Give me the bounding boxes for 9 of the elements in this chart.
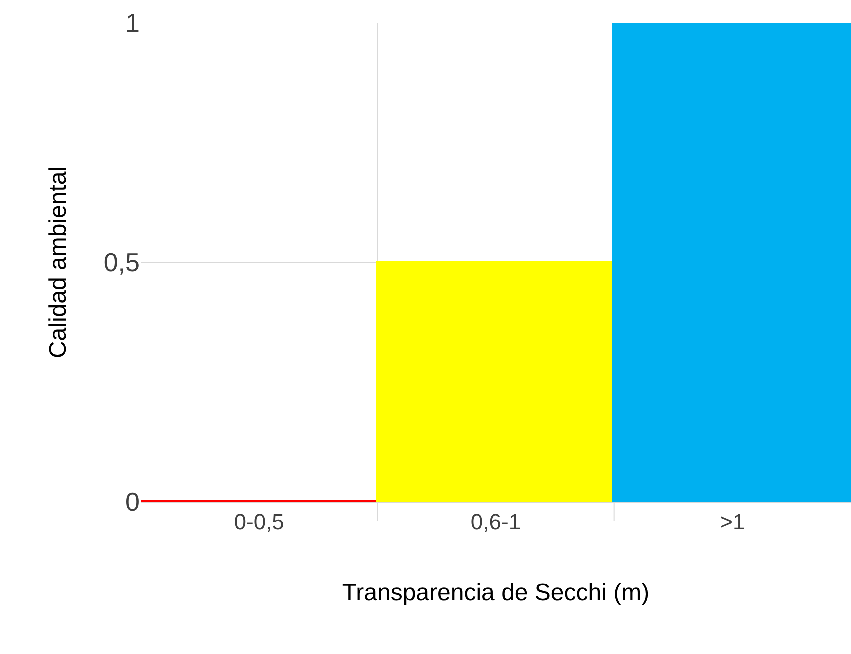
x-tick-label: >1 <box>720 509 746 534</box>
bar <box>612 23 851 502</box>
y-tick-label: 1 <box>126 8 140 38</box>
x-axis-title: Transparencia de Secchi (m) <box>342 580 650 607</box>
x-tick-label: 0-0,5 <box>234 509 284 534</box>
y-tick-label: 0,5 <box>104 248 140 278</box>
x-tick-label: 0,6-1 <box>470 509 522 534</box>
y-tick-label: 0 <box>126 487 140 518</box>
y-axis-title: Calidad ambiental <box>44 166 72 359</box>
